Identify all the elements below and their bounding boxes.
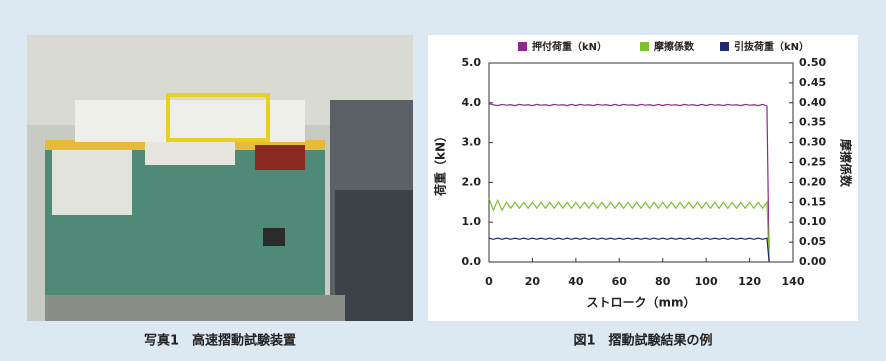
legend-swatch — [640, 42, 649, 51]
legend-label: 引抜荷重（kN） — [734, 40, 809, 53]
page: 写真1 高速摺動試験装置 図1 摺動試験結果の例 ストローク（mm） 荷重（kN… — [0, 0, 886, 361]
y-tick-label: 1.0 — [462, 215, 482, 228]
legend-label: 摩擦係数 — [654, 40, 695, 53]
y-tick-label: 3.0 — [462, 136, 482, 149]
y2-tick-label: 0.00 — [799, 255, 826, 268]
y2-tick-label: 0.20 — [799, 175, 826, 188]
y2-tick-label: 0.35 — [799, 116, 826, 129]
legend-swatch — [720, 42, 729, 51]
y2-axis-title: 摩擦係数 — [839, 139, 854, 188]
y2-tick-label: 0.05 — [799, 235, 826, 248]
x-axis-title: ストローク（mm） — [586, 295, 695, 310]
x-tick-label: 40 — [568, 275, 584, 288]
y2-tick-label: 0.40 — [799, 96, 826, 109]
y-axis-title: 荷重（kN） — [433, 130, 448, 197]
y-tick-label: 0.0 — [462, 255, 482, 268]
y-tick-label: 2.0 — [462, 175, 482, 188]
photo-caption: 写真1 高速摺動試験装置 — [144, 333, 296, 349]
y2-tick-label: 0.30 — [799, 136, 826, 149]
y2-tick-label: 0.45 — [799, 76, 826, 89]
y2-tick-label: 0.25 — [799, 156, 826, 169]
y2-tick-label: 0.15 — [799, 195, 826, 208]
y-tick-label: 5.0 — [462, 56, 482, 69]
x-tick-label: 60 — [612, 275, 628, 288]
y2-tick-label: 0.10 — [799, 215, 826, 228]
y2-tick-label: 0.50 — [799, 56, 826, 69]
legend-label: 押付荷重（kN） — [532, 40, 607, 53]
legend-swatch — [518, 42, 527, 51]
x-tick-label: 0 — [485, 275, 493, 288]
photo — [27, 35, 413, 321]
x-tick-label: 120 — [738, 275, 761, 288]
x-tick-label: 80 — [655, 275, 671, 288]
x-tick-label: 20 — [525, 275, 541, 288]
y-tick-label: 4.0 — [462, 96, 482, 109]
x-tick-label: 100 — [695, 275, 718, 288]
figure-caption: 図1 摺動試験結果の例 — [573, 333, 712, 349]
x-tick-label: 140 — [782, 275, 805, 288]
